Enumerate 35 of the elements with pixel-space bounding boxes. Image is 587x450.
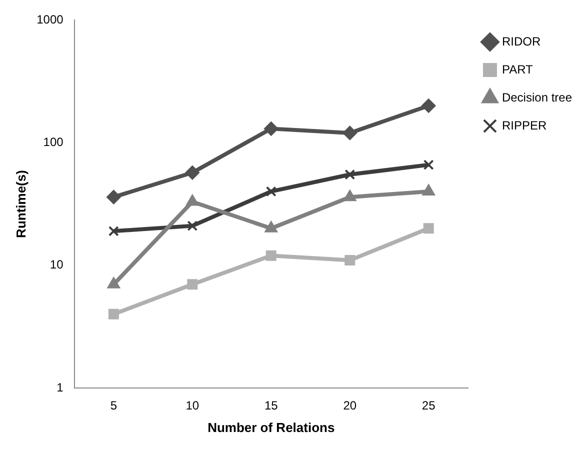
point — [266, 186, 276, 197]
y-tick-label: 1000 — [36, 12, 64, 26]
point — [264, 122, 278, 136]
point — [186, 194, 199, 206]
point — [342, 126, 357, 140]
point — [266, 250, 276, 261]
point — [187, 220, 198, 232]
legend-label: PART — [502, 62, 534, 76]
point — [185, 166, 200, 180]
y-tick-label: 100 — [43, 134, 64, 149]
point — [344, 190, 356, 202]
y-tick-label: 1 — [56, 380, 64, 394]
x-tick-label: 10 — [186, 398, 200, 413]
point — [344, 169, 356, 180]
point — [187, 279, 198, 290]
y-tick-label: 10 — [50, 258, 64, 272]
legend-label: RIDOR — [502, 34, 541, 48]
y-axis-title: Runtime(s) — [13, 170, 28, 238]
point — [423, 160, 434, 170]
point — [108, 226, 119, 236]
point — [107, 277, 120, 288]
point — [422, 184, 435, 196]
point — [108, 308, 119, 320]
point — [422, 98, 436, 113]
point — [264, 221, 278, 232]
point — [106, 190, 121, 204]
point — [344, 255, 356, 266]
x-tick-label: 15 — [264, 398, 278, 413]
x-tick-label: 20 — [343, 398, 357, 413]
legend-label: RIPPER — [502, 118, 547, 132]
x-tick-label: 25 — [422, 398, 436, 413]
x-tick-label: 5 — [110, 398, 118, 413]
point — [423, 223, 434, 234]
legend-label: Decision tree — [502, 90, 572, 104]
x-axis-title: Number of Relations — [208, 420, 335, 435]
